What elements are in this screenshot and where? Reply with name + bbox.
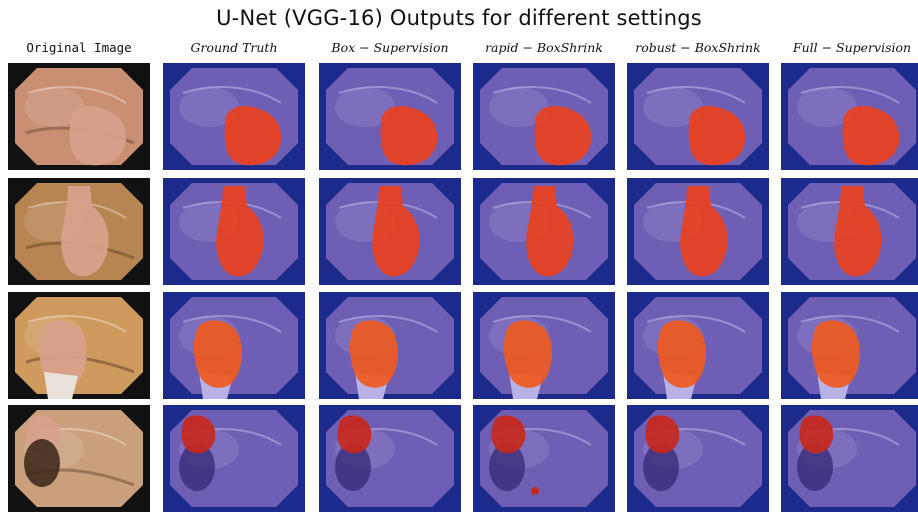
overlay-image-r3-c6	[781, 292, 918, 399]
column-header-5: robust − BoxShrink	[635, 40, 761, 55]
overlay-image-r1-c5	[627, 63, 769, 170]
original-image-r3-c1	[8, 292, 150, 399]
overlay-image-r2-c2	[163, 178, 305, 285]
overlay-image-r2-c3	[319, 178, 461, 285]
overlay-image-r4-c3	[319, 405, 461, 512]
overlay-image-r3-c5	[627, 292, 769, 399]
overlay-image-r1-c6	[781, 63, 918, 170]
overlay-image-r3-c3	[319, 292, 461, 399]
column-header-2: Ground Truth	[190, 40, 278, 55]
overlay-image-r4-c5	[627, 405, 769, 512]
original-image-r4-c1	[8, 405, 150, 512]
overlay-image-r1-c4	[473, 63, 615, 170]
overlay-image-r4-c4	[473, 405, 615, 512]
overlay-image-r4-c6	[781, 405, 918, 512]
figure-title: U-Net (VGG-16) Outputs for different set…	[216, 6, 702, 30]
overlay-image-r2-c5	[627, 178, 769, 285]
column-header-4: rapid − BoxShrink	[485, 40, 603, 55]
column-header-3: Box − Supervision	[331, 40, 449, 55]
overlay-image-r1-c3	[319, 63, 461, 170]
original-image-r2-c1	[8, 178, 150, 285]
overlay-image-r3-c2	[163, 292, 305, 399]
column-header-1: Original Image	[26, 40, 132, 55]
overlay-image-r3-c4	[473, 292, 615, 399]
column-header-6: Full − Supervision	[792, 40, 912, 55]
original-image-r1-c1	[8, 63, 150, 170]
overlay-image-r2-c6	[781, 178, 918, 285]
overlay-image-r1-c2	[163, 63, 305, 170]
overlay-image-r2-c4	[473, 178, 615, 285]
overlay-image-r4-c2	[163, 405, 305, 512]
